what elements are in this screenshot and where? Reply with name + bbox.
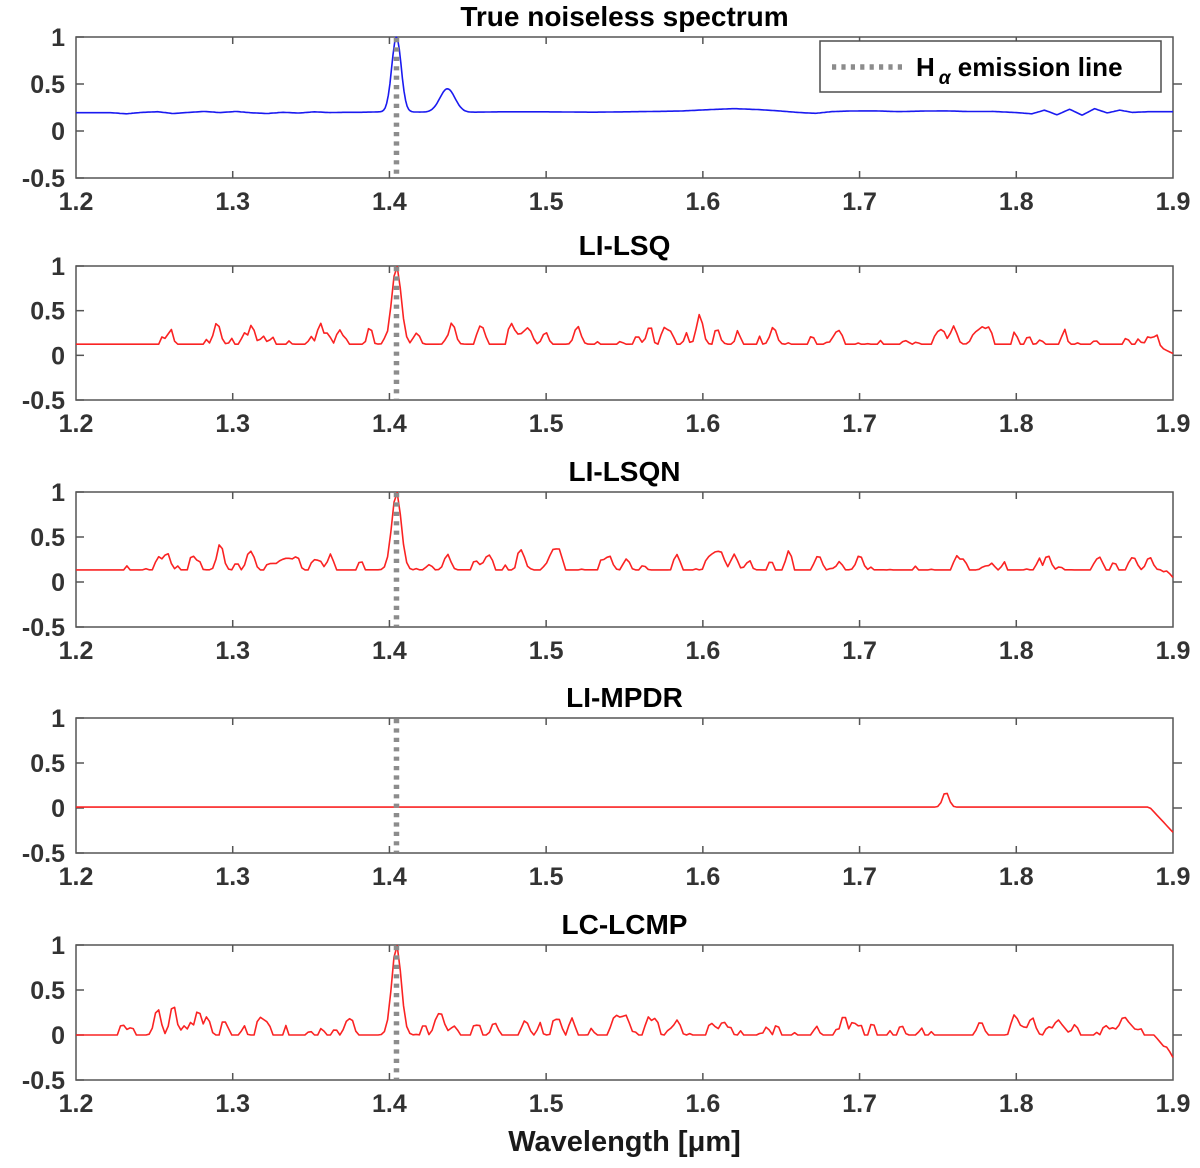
- y-tick-label: -0.5: [22, 1067, 65, 1095]
- y-tick-label: 1: [51, 253, 65, 281]
- x-tick-label: 1.6: [685, 1090, 720, 1118]
- x-tick-label: 1.7: [842, 410, 877, 438]
- x-tick-label: 1.4: [372, 1090, 407, 1118]
- li-lsq-curve: [76, 265, 1174, 355]
- y-tick-label: -0.5: [22, 165, 65, 193]
- subplot-li-mpdr: 1.2 1.3 1.4 1.5 1.6 1.7 1.8 1.9 -0.5 0 0.5 1 LI-MPDR: [22, 682, 1190, 891]
- subplot-title: True noiseless spectrum: [460, 1, 788, 32]
- x-tick-label: 1.4: [372, 863, 407, 891]
- x-tick-label: 1.8: [999, 637, 1034, 665]
- y-tick-label: 0: [51, 118, 65, 146]
- x-tick-label: 1.2: [59, 188, 94, 216]
- x-tick-label: 1.2: [59, 863, 94, 891]
- x-tick-label: 1.8: [999, 188, 1034, 216]
- y-tick-label: 1: [51, 705, 65, 733]
- x-tick-label: 1.3: [215, 637, 250, 665]
- legend-box: [819, 40, 1162, 93]
- y-tick-label: 0: [51, 795, 65, 823]
- subplot-title: LC-LCMP: [562, 909, 688, 940]
- x-tick-label: 1.2: [59, 1090, 94, 1118]
- y-tick-label: 0: [51, 569, 65, 597]
- plot-box: [75, 491, 1174, 628]
- x-tick-label: 1.4: [372, 637, 407, 665]
- x-tick-label: 1.3: [215, 1090, 250, 1118]
- plot-box: [75, 944, 1174, 1081]
- x-tick-label: 1.3: [215, 863, 250, 891]
- y-tick-label: -0.5: [22, 840, 65, 868]
- x-tick-label: 1.7: [842, 188, 877, 216]
- x-tick-label: 1.3: [215, 410, 250, 438]
- true-spectrum-curve: [76, 36, 1173, 116]
- plot-box: [75, 265, 1174, 401]
- subplot-li-lsqn: 1.2 1.3 1.4 1.5 1.6 1.7 1.8 1.9 -0.5 0 0.5 1 LI-LSQN: [22, 456, 1190, 665]
- x-tick-label: 1.7: [842, 1090, 877, 1118]
- y-tick-label: 0: [51, 342, 65, 370]
- y-tick-label: 0: [51, 1022, 65, 1050]
- x-tick-label: 1.5: [529, 188, 564, 216]
- y-tick-label: 1: [51, 479, 65, 507]
- y-tick-label: -0.5: [22, 614, 65, 642]
- x-tick-label: 1.9: [1156, 410, 1191, 438]
- x-tick-label: 1.8: [999, 863, 1034, 891]
- y-tick-label: 0.5: [30, 524, 65, 552]
- lc-lcmp-curve: [76, 945, 1174, 1058]
- subplot-title: LI-LSQN: [569, 456, 681, 487]
- x-tick-label: 1.4: [372, 188, 407, 216]
- x-axis-label: Wavelength [μm]: [508, 1126, 741, 1158]
- x-tick-label: 1.7: [842, 863, 877, 891]
- li-lsqn-curve: [76, 491, 1174, 579]
- x-tick-label: 1.9: [1156, 637, 1191, 665]
- x-tick-label: 1.8: [999, 410, 1034, 438]
- y-tick-label: 0.5: [30, 977, 65, 1005]
- x-tick-label: 1.6: [685, 637, 720, 665]
- y-tick-label: 0.5: [30, 298, 65, 326]
- subplot-lc-lcmp: 1.2 1.3 1.4 1.5 1.6 1.7 1.8 1.9 -0.5 0 0.5 1 LC-LCMP: [22, 909, 1190, 1118]
- x-tick-label: 1.2: [59, 410, 94, 438]
- x-tick-label: 1.5: [529, 637, 564, 665]
- y-tick-label: 0.5: [30, 750, 65, 778]
- x-tick-label: 1.9: [1156, 1090, 1191, 1118]
- x-tick-label: 1.6: [685, 863, 720, 891]
- y-tick-label: 0.5: [30, 71, 65, 99]
- x-tick-label: 1.8: [999, 1090, 1034, 1118]
- x-tick-label: 1.2: [59, 637, 94, 665]
- y-tick-label: 1: [51, 24, 65, 52]
- subplot-title: LI-LSQ: [579, 230, 671, 261]
- y-tick-label: 1: [51, 932, 65, 960]
- x-tick-label: 1.7: [842, 637, 877, 665]
- x-tick-label: 1.3: [215, 188, 250, 216]
- x-tick-label: 1.5: [529, 410, 564, 438]
- x-tick-label: 1.6: [685, 188, 720, 216]
- x-tick-label: 1.4: [372, 410, 407, 438]
- plot-box: [75, 717, 1174, 854]
- subplot-true-spectrum: 1.2 1.3 1.4 1.5 1.6 1.7 1.8 1.9 -0.5 0 0.5 1 True no…: [22, 1, 1190, 216]
- x-tick-label: 1.9: [1156, 188, 1191, 216]
- x-tick-label: 1.5: [529, 1090, 564, 1118]
- x-tick-label: 1.6: [685, 410, 720, 438]
- li-mpdr-curve: [76, 792, 1174, 833]
- x-tick-label: 1.5: [529, 863, 564, 891]
- x-tick-label: 1.9: [1156, 863, 1191, 891]
- y-tick-label: -0.5: [22, 387, 65, 415]
- subplot-title: LI-MPDR: [566, 682, 683, 713]
- subplot-li-lsq: 1.2 1.3 1.4 1.5 1.6 1.7 1.8 1.9 -0.5 0 0.5 1 LI-LSQ: [22, 230, 1190, 438]
